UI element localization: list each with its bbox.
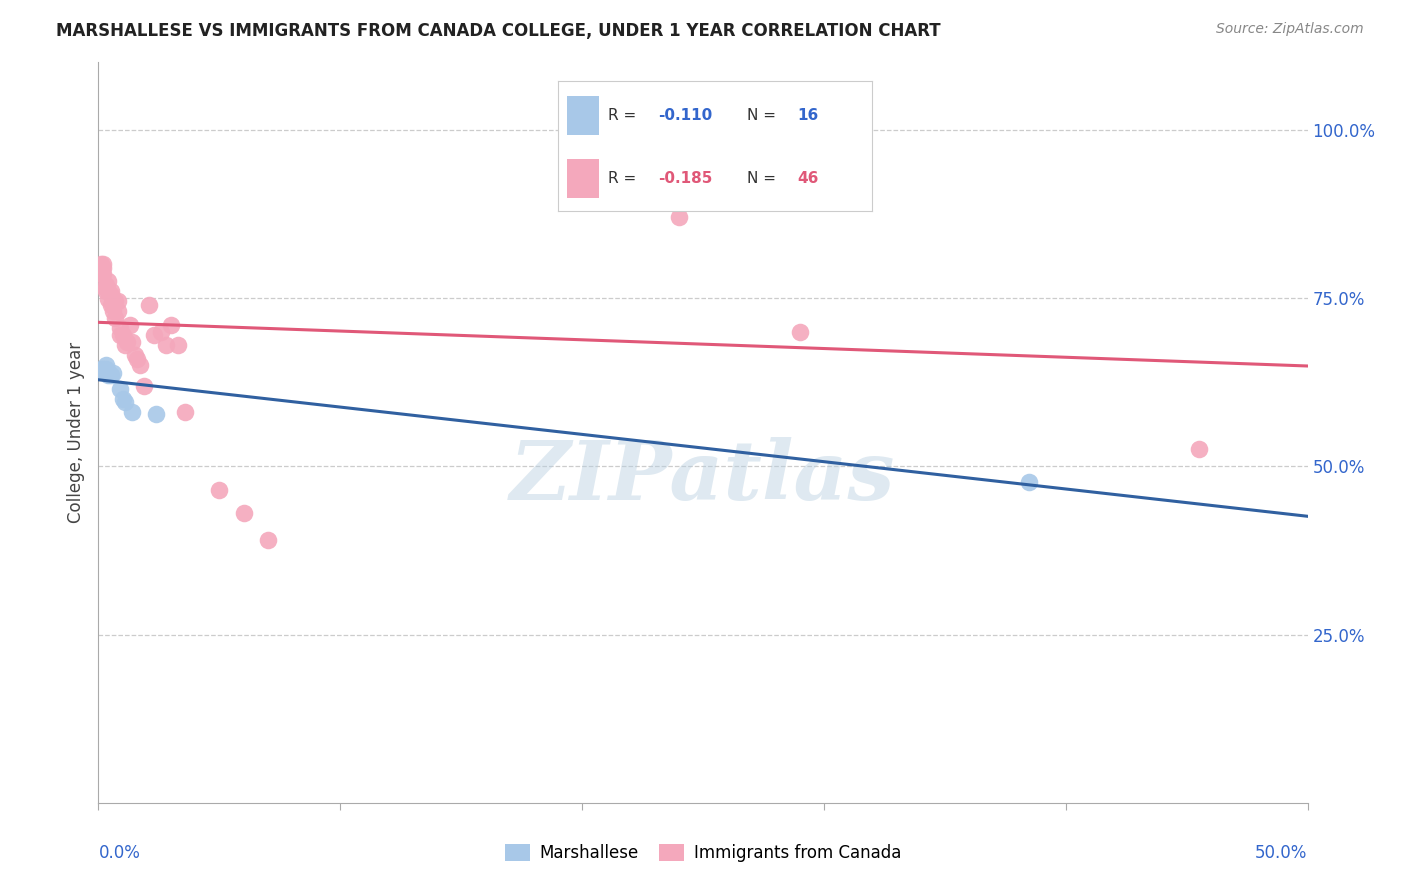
- Point: [94, 359, 117, 373]
- Point: [143, 328, 166, 343]
- Point: [91, 257, 114, 271]
- Point: [668, 211, 690, 225]
- Point: [256, 533, 278, 548]
- Y-axis label: College, Under 1 year: College, Under 1 year: [66, 342, 84, 524]
- Point: [90, 361, 112, 376]
- Point: [167, 338, 190, 352]
- Point: [128, 359, 150, 373]
- Text: MARSHALLESE VS IMMIGRANTS FROM CANADA COLLEGE, UNDER 1 YEAR CORRELATION CHART: MARSHALLESE VS IMMIGRANTS FROM CANADA CO…: [56, 22, 941, 40]
- Point: [90, 264, 112, 278]
- Point: [145, 407, 167, 421]
- Point: [155, 338, 177, 352]
- Point: [97, 285, 120, 299]
- Point: [104, 311, 127, 326]
- Point: [101, 298, 124, 312]
- Point: [107, 304, 129, 318]
- Text: 50.0%: 50.0%: [1256, 844, 1308, 862]
- Point: [91, 260, 114, 275]
- Point: [94, 365, 117, 379]
- Text: Source: ZipAtlas.com: Source: ZipAtlas.com: [1216, 22, 1364, 37]
- Point: [94, 277, 117, 292]
- Point: [121, 405, 143, 419]
- Point: [1188, 442, 1211, 457]
- Point: [208, 483, 231, 497]
- Point: [124, 348, 146, 362]
- Point: [134, 378, 156, 392]
- Point: [114, 338, 136, 352]
- Point: [138, 298, 160, 312]
- Point: [111, 392, 134, 406]
- Text: 0.0%: 0.0%: [98, 844, 141, 862]
- Point: [97, 293, 120, 307]
- Point: [160, 318, 183, 332]
- Point: [100, 287, 122, 301]
- Point: [97, 365, 120, 379]
- Point: [121, 334, 143, 349]
- Point: [232, 507, 254, 521]
- Legend: Marshallese, Immigrants from Canada: Marshallese, Immigrants from Canada: [498, 837, 908, 869]
- Point: [108, 328, 131, 343]
- Point: [101, 367, 124, 381]
- Point: [97, 274, 120, 288]
- Point: [90, 257, 112, 271]
- Point: [107, 294, 129, 309]
- Point: [94, 281, 117, 295]
- Point: [111, 328, 134, 343]
- Point: [101, 304, 124, 318]
- Point: [108, 382, 131, 396]
- Point: [100, 368, 122, 383]
- Point: [118, 318, 141, 332]
- Point: [91, 361, 114, 376]
- Text: ZIPatlas: ZIPatlas: [510, 437, 896, 517]
- Point: [97, 368, 120, 382]
- Point: [150, 325, 173, 339]
- Point: [91, 365, 114, 379]
- Point: [94, 285, 117, 299]
- Point: [789, 325, 811, 339]
- Point: [1018, 475, 1040, 489]
- Point: [108, 321, 131, 335]
- Point: [117, 334, 139, 349]
- Point: [91, 268, 114, 282]
- Point: [100, 285, 122, 299]
- Point: [619, 129, 641, 144]
- Point: [90, 268, 112, 282]
- Point: [127, 351, 149, 366]
- Point: [100, 298, 122, 312]
- Point: [114, 395, 136, 409]
- Point: [174, 405, 197, 419]
- Point: [94, 361, 117, 376]
- Point: [104, 294, 127, 309]
